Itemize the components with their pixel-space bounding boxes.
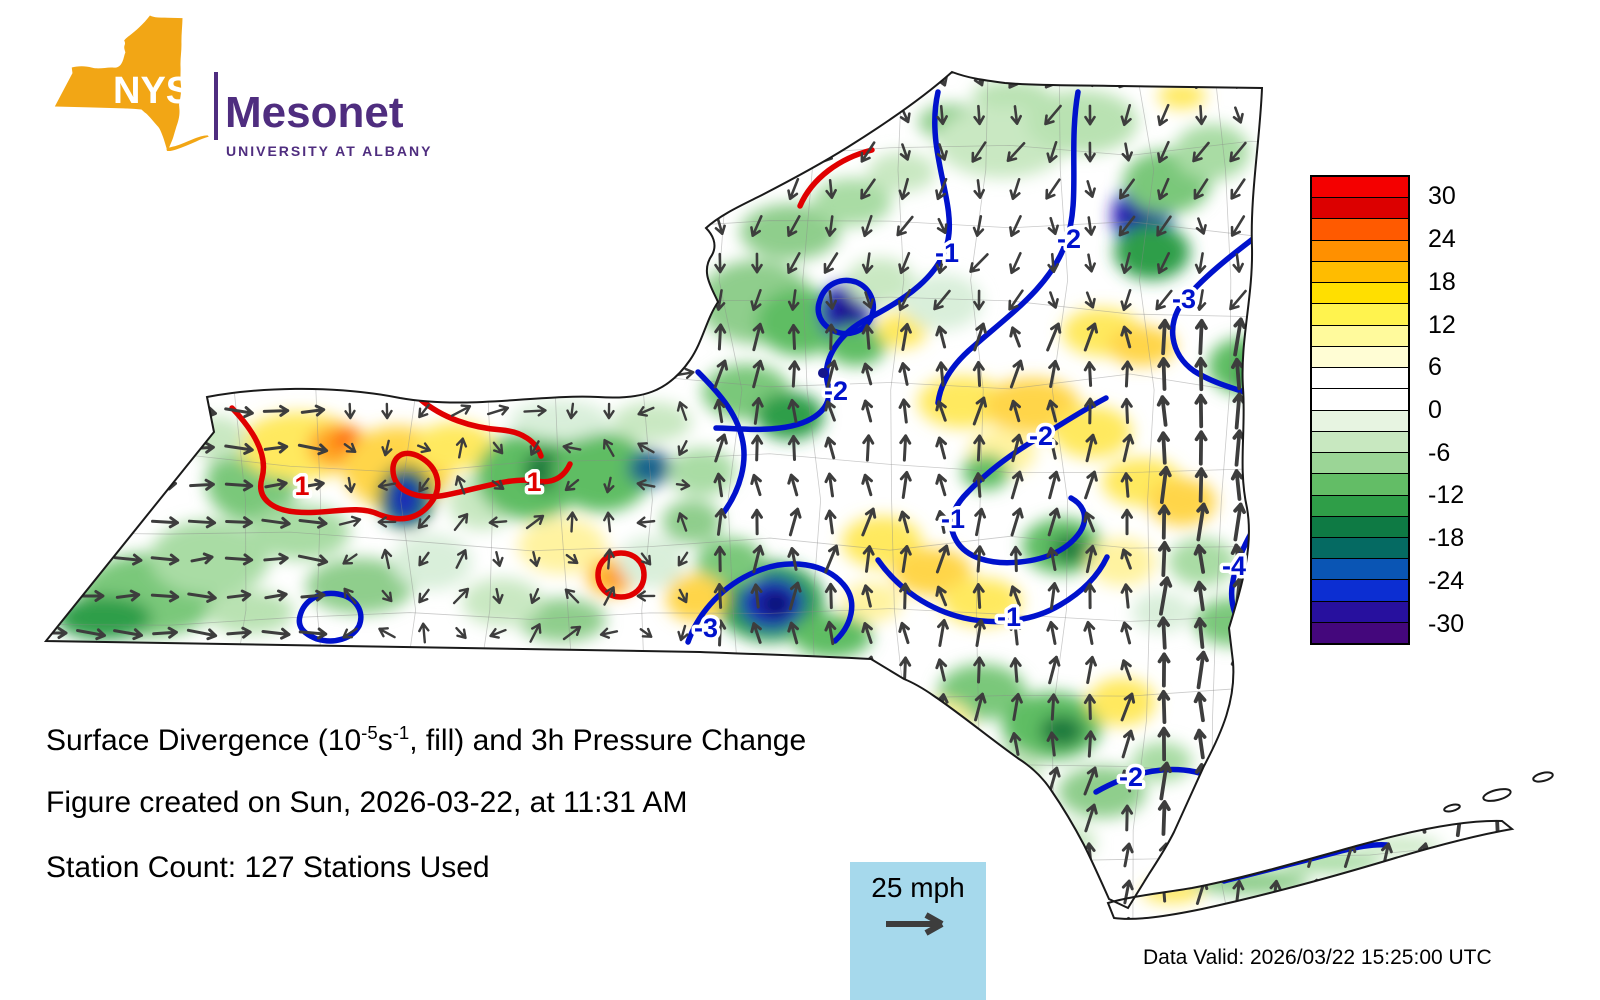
figure-created-line: Figure created on Sun, 2026-03-22, at 11… xyxy=(46,786,688,819)
small-island xyxy=(1443,803,1461,813)
colorbar-segment xyxy=(1312,346,1408,369)
logo-nys-text: NYS xyxy=(113,70,191,112)
colorbar-segment xyxy=(1312,474,1408,496)
long-island-outline xyxy=(1106,819,1515,920)
colorbar-segment xyxy=(1312,198,1408,220)
colorbar-segment xyxy=(1312,240,1408,262)
figure-title-sup2: -1 xyxy=(392,722,410,743)
contour-label: -2 xyxy=(1029,421,1053,451)
colorbar-segment xyxy=(1312,304,1408,326)
figure-title: Surface Divergence (10-5s-1, fill) and 3… xyxy=(46,722,806,758)
colorbar-segment xyxy=(1312,601,1408,623)
contour-label: -4 xyxy=(1222,551,1246,581)
wind-legend-label: 25 mph xyxy=(871,872,965,903)
colorbar-tick: -12 xyxy=(1428,481,1465,510)
contour-label: -1 xyxy=(941,504,965,534)
colorbar xyxy=(1310,175,1410,645)
colorbar-segment xyxy=(1312,177,1408,199)
logo-li-shape xyxy=(166,135,209,152)
colorbar-tick: 12 xyxy=(1428,310,1456,339)
figure-title-mid: s xyxy=(377,724,393,757)
colorbar-segment xyxy=(1312,622,1408,644)
station-dot xyxy=(818,368,828,378)
logo-mesonet-text: Mesonet xyxy=(225,88,404,137)
colorbar-segment xyxy=(1312,516,1408,538)
contour-label: -2 xyxy=(824,376,848,406)
contour-label: -3 xyxy=(1172,284,1196,314)
wind-speed-legend: 25 mph xyxy=(850,862,986,1000)
colorbar-segment xyxy=(1312,389,1408,411)
figure-title-suffix: , fill) and 3h Pressure Change xyxy=(409,724,807,757)
colorbar-tick: 0 xyxy=(1428,396,1442,424)
colorbar-tick: -24 xyxy=(1428,566,1465,595)
state-outline xyxy=(43,70,1264,910)
logo-ny-shape xyxy=(54,15,183,150)
data-valid-text: Data Valid: 2026/03/22 15:25:00 UTC xyxy=(1143,946,1492,969)
contour-label: 1 xyxy=(294,471,309,501)
colorbar-segment xyxy=(1312,219,1408,241)
colorbar-segment xyxy=(1312,431,1408,454)
colorbar-segment xyxy=(1312,410,1408,432)
figure-title-prefix: Surface Divergence (10 xyxy=(46,724,362,757)
contour-label: -1 xyxy=(935,238,959,268)
colorbar-tick: 18 xyxy=(1428,267,1456,296)
colorbar-segment xyxy=(1312,261,1408,284)
contour-label: -1 xyxy=(997,602,1021,632)
colorbar-ticks: 30 24 18 12 6 0 -6 -12 -18 -24 -30 xyxy=(1428,175,1518,645)
colorbar-tick: 24 xyxy=(1428,225,1456,254)
nys-mesonet-logo: NYS Mesonet UNIVERSITY AT ALBANY xyxy=(54,15,432,159)
colorbar-tick: 30 xyxy=(1428,182,1456,211)
station-count-line: Station Count: 127 Stations Used xyxy=(46,851,490,884)
contour-label: -2 xyxy=(1119,762,1143,792)
colorbar-segment xyxy=(1312,559,1408,581)
colorbar-tick: -30 xyxy=(1428,609,1465,638)
small-island xyxy=(1532,771,1554,783)
colorbar-segment xyxy=(1312,537,1408,560)
colorbar-segment xyxy=(1312,453,1408,475)
colorbar-tick: -18 xyxy=(1428,524,1465,553)
wind-legend-arrow-icon xyxy=(886,912,944,936)
contour-label: -2 xyxy=(1057,224,1081,254)
colorbar-tick: 6 xyxy=(1428,353,1442,382)
figure-title-sup1: -5 xyxy=(361,722,378,743)
colorbar-segment xyxy=(1312,325,1408,347)
colorbar-segment xyxy=(1312,283,1408,305)
colorbar-segment xyxy=(1312,368,1408,390)
colorbar-segment xyxy=(1312,580,1408,602)
logo-university-text: UNIVERSITY AT ALBANY xyxy=(226,143,432,159)
colorbar-tick: -6 xyxy=(1428,438,1451,467)
contour-label: -3 xyxy=(694,613,718,643)
colorbar-segment xyxy=(1312,495,1408,517)
small-island xyxy=(1482,788,1512,802)
logo-divider xyxy=(214,72,218,140)
contour-labels-layer: -1 -2 -3 -2 -2 -1 -1 -3 -4 -2 1 1 xyxy=(291,221,1250,796)
contour-label: 1 xyxy=(526,467,541,497)
